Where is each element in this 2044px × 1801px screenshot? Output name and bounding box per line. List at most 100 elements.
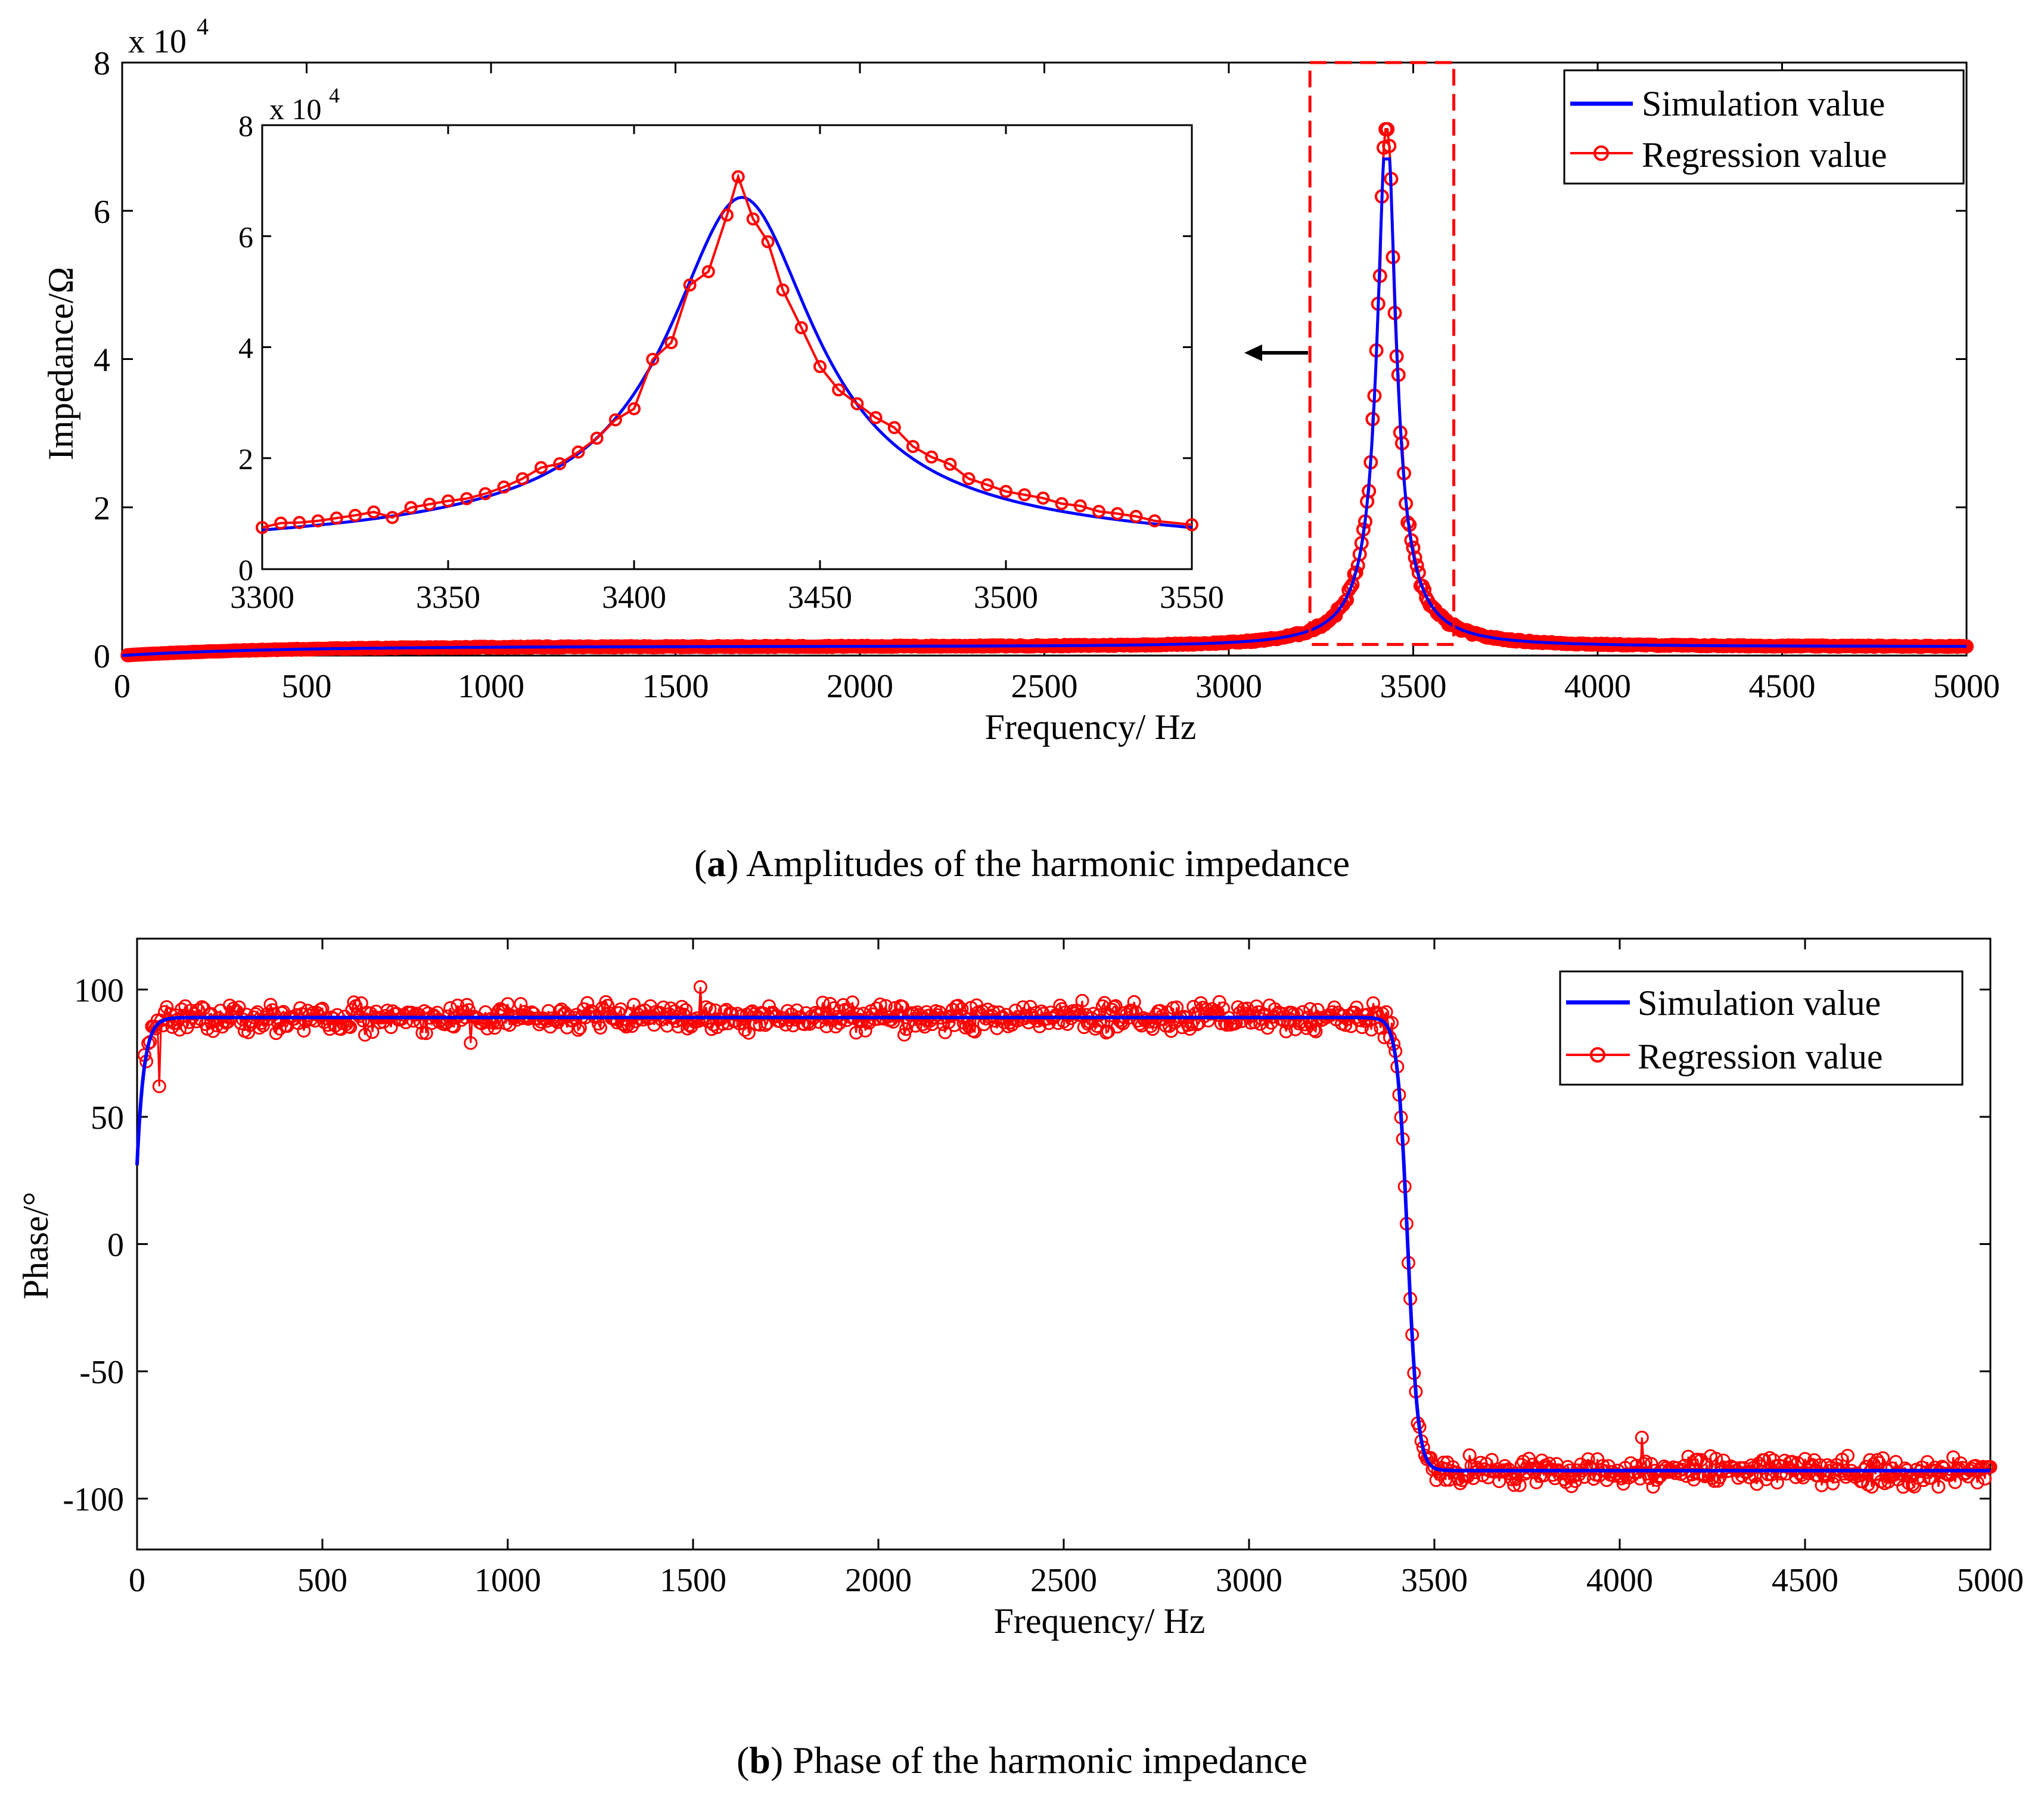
regression-marker (1249, 999, 1263, 1013)
inset-regression-marker (311, 514, 325, 527)
regression-marker (953, 1008, 967, 1022)
regression-marker (855, 1014, 869, 1029)
regression-marker (1779, 1467, 1794, 1481)
inset-regression-marker (925, 450, 939, 464)
inset-regression-marker (571, 445, 585, 459)
regression-marker (293, 1001, 307, 1015)
x-tick-label: 2000 (827, 668, 893, 705)
regression-marker (1462, 1448, 1477, 1462)
regression-marker (1826, 1476, 1840, 1491)
inset-regression-marker (683, 278, 697, 292)
inset-y-tick-labels: 0 2 4 6 8 (238, 109, 253, 586)
regression-marker (297, 1024, 311, 1038)
regression-marker (1105, 1002, 1119, 1017)
inset-regression-marker (701, 265, 715, 278)
regression-marker (173, 1023, 187, 1037)
inset-regression-marker (479, 487, 492, 501)
regression-marker (1681, 1449, 1695, 1464)
inset-regression-marker (943, 458, 957, 471)
inset-regression-marker (887, 421, 901, 434)
inset-y-tick-label: 8 (238, 109, 253, 142)
inset-regression-marker (367, 505, 381, 519)
inset-x-tick-label: 3450 (788, 579, 852, 615)
regression-marker (725, 1007, 739, 1021)
x-tick-label: 3000 (1195, 668, 1262, 705)
regression-marker (1841, 1449, 1854, 1463)
inset-regression-marker (1036, 491, 1050, 505)
x-tick-label: 1000 (458, 668, 524, 705)
inset-x-tick-label: 3400 (602, 579, 666, 615)
axis-ticks-amplitude (121, 61, 1968, 657)
inset-regression-marker (906, 440, 920, 454)
regression-marker (1382, 138, 1397, 153)
inset-regression-marker (349, 508, 362, 522)
inset-x-tick-label: 3550 (1160, 579, 1224, 615)
caption-b: (b) Phase of the harmonic impedance (737, 1739, 1307, 1781)
inset-x-tick-label: 3350 (416, 579, 480, 615)
regression-marker (960, 1013, 974, 1027)
regression-marker (629, 1014, 643, 1029)
inset-y-tick-label: 6 (238, 220, 253, 253)
regression-marker (365, 1025, 380, 1039)
regression-marker (897, 1027, 911, 1042)
inset-regression-marker (869, 411, 883, 424)
y-tick-label: 0 (107, 1227, 124, 1264)
regression-marker (1366, 996, 1380, 1010)
regression-marker (1075, 993, 1089, 1008)
y-tick-labels-phase: 100 50 0 -50 -100 (63, 972, 124, 1518)
x-axis-label-amplitude: Frequency/ Hz (985, 707, 1197, 747)
caption-a-label: a (707, 842, 726, 884)
regression-marker (1859, 1460, 1874, 1474)
y-tick-label: 100 (74, 972, 124, 1009)
regression-marker (1635, 1430, 1649, 1445)
simulation-line (135, 1016, 1990, 1473)
inset-regression-marker (535, 461, 548, 474)
x-tick-label: 500 (282, 668, 332, 705)
inset-regression-marker (1073, 499, 1087, 513)
regression-marker (477, 1013, 491, 1027)
regression-marker (849, 1026, 863, 1040)
inset-regression-marker (293, 516, 306, 529)
inset-regression-marker (628, 402, 641, 415)
regression-marker (267, 1007, 281, 1021)
legend-regression-label: Regression value (1642, 135, 1887, 175)
inset-y-multiplier-base: x 10 (269, 92, 322, 126)
series-amplitude (120, 122, 1974, 663)
x-tick-label: 3000 (1216, 1562, 1282, 1599)
inset-simulation-line (262, 195, 1192, 532)
regression-marker (204, 1007, 218, 1021)
regression-marker (1793, 1466, 1807, 1480)
regression-marker (601, 998, 615, 1013)
x-tick-label: 5000 (1957, 1562, 2024, 1599)
regression-marker (1145, 1022, 1160, 1036)
regression-marker (695, 1013, 709, 1027)
x-tick-label: 1500 (642, 668, 709, 705)
inset-regression-marker (1111, 507, 1124, 520)
inset-regression-marker (832, 383, 846, 397)
regression-marker (636, 1013, 650, 1027)
simulation-line (122, 157, 1967, 657)
y-multiplier-base: x 10 (128, 23, 187, 60)
y-axis-label-amplitude: Impedance/Ω (41, 267, 80, 460)
caption-a-text: Amplitudes of the harmonic impedance (746, 842, 1350, 884)
legend-box (1559, 970, 1964, 1086)
x-tick-label: 1500 (660, 1562, 726, 1599)
y-tick-label: -50 (79, 1354, 124, 1391)
legend-regression-label: Regression value (1638, 1037, 1883, 1076)
inset-regression-marker (608, 413, 622, 427)
regression-marker (152, 1079, 166, 1094)
legend-simulation-label: Simulation value (1638, 983, 1881, 1023)
x-tick-label: 3500 (1401, 1562, 1468, 1599)
inset-regression-marker (664, 336, 678, 349)
x-tick-label: 4500 (1749, 668, 1816, 705)
regression-marker (1761, 1467, 1775, 1482)
regression-marker (1307, 1023, 1321, 1037)
inset-regression-marker (720, 208, 734, 222)
x-tick-label: 4500 (1772, 1562, 1838, 1599)
inset-frame (261, 124, 1193, 570)
inset-regression-marker (1148, 514, 1161, 527)
inset-y-tick-label: 2 (238, 442, 253, 476)
regression-marker (738, 1023, 752, 1037)
inset-regression-marker (646, 353, 660, 366)
regression-marker (1108, 999, 1123, 1013)
